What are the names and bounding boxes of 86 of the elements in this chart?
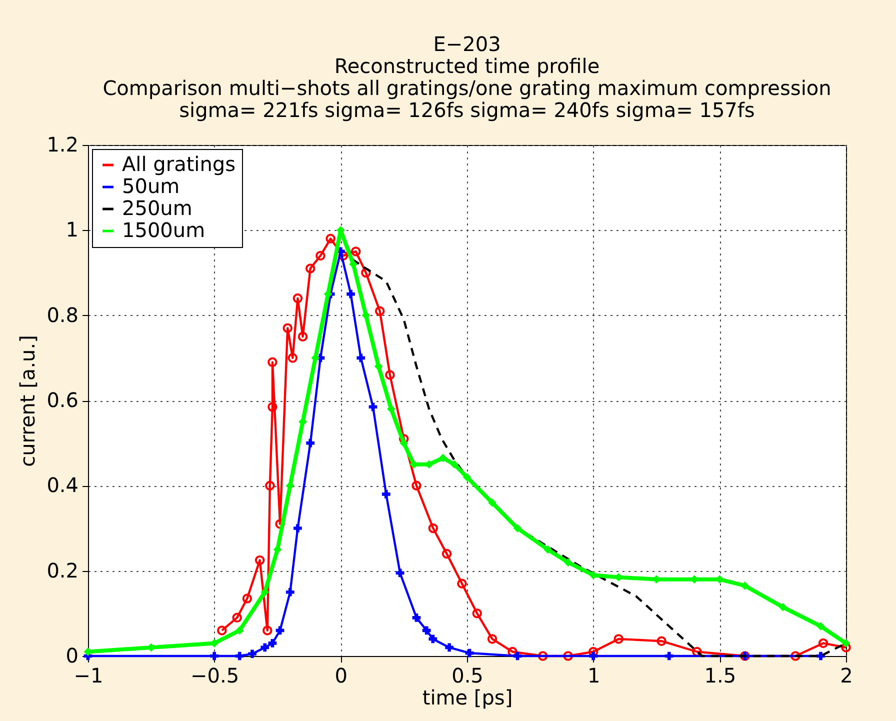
point xyxy=(442,548,452,559)
point xyxy=(260,643,270,652)
point xyxy=(260,588,270,596)
point xyxy=(210,652,219,660)
legend-label: 1500um xyxy=(122,218,206,242)
point xyxy=(778,602,788,612)
point xyxy=(235,652,244,660)
point xyxy=(445,643,454,652)
point xyxy=(262,626,272,636)
legend-label: All gratings xyxy=(122,152,236,176)
point xyxy=(385,370,395,380)
point xyxy=(350,246,361,256)
point xyxy=(564,558,572,566)
point xyxy=(268,639,277,648)
point xyxy=(589,652,598,660)
x-tick-label: 2 xyxy=(840,664,853,688)
point xyxy=(374,306,385,316)
y-tick-label: 0.2 xyxy=(46,558,78,582)
y-tick-label: 0.4 xyxy=(46,473,78,498)
y-tick-label: 0.8 xyxy=(46,302,78,327)
point xyxy=(306,438,315,448)
point xyxy=(275,519,285,529)
point xyxy=(268,402,278,412)
point xyxy=(368,402,378,412)
point xyxy=(563,651,573,661)
point xyxy=(361,268,371,278)
point xyxy=(422,626,431,635)
point xyxy=(842,639,850,648)
x-tick-label: 0.5 xyxy=(452,664,484,688)
point xyxy=(488,498,496,507)
chart-title: E−203 xyxy=(433,32,501,56)
point xyxy=(356,354,366,362)
y-tick-label: 1 xyxy=(66,218,78,242)
chart-subtitle: Reconstructed time profile Comparison multi−shots all gratings/one grating maximum compression sigma= 221fs sigma= 126fs sigma= 240fs sigma= 157fs xyxy=(102,54,832,122)
point xyxy=(428,634,438,644)
point xyxy=(346,290,355,298)
point xyxy=(656,636,666,646)
point xyxy=(265,480,275,491)
legend-label: 250um xyxy=(122,196,192,220)
point xyxy=(790,651,800,661)
point xyxy=(326,234,336,244)
point xyxy=(294,524,302,532)
point xyxy=(248,650,256,658)
point xyxy=(398,434,409,444)
point xyxy=(292,293,303,304)
point xyxy=(664,652,674,660)
point xyxy=(614,634,624,644)
point xyxy=(412,480,422,491)
point xyxy=(316,250,326,261)
point xyxy=(462,472,472,482)
point xyxy=(288,353,298,363)
x-tick-label: 0 xyxy=(334,664,348,688)
point xyxy=(305,264,316,274)
point xyxy=(400,438,408,448)
point xyxy=(513,524,522,532)
point xyxy=(508,646,518,657)
point xyxy=(242,594,252,604)
point xyxy=(538,651,548,661)
point xyxy=(254,555,265,566)
point xyxy=(450,460,459,469)
point xyxy=(282,323,292,333)
point xyxy=(428,523,438,534)
point xyxy=(412,613,421,622)
point xyxy=(818,638,828,648)
y-tick-label: 1.2 xyxy=(46,132,78,156)
point xyxy=(544,545,552,554)
point xyxy=(816,622,825,630)
point xyxy=(298,332,308,342)
point xyxy=(387,404,396,414)
point xyxy=(472,608,482,618)
x-axis-title: time [ps] xyxy=(422,686,513,710)
point xyxy=(382,490,390,498)
point xyxy=(438,454,448,462)
x-tick-label: 1.5 xyxy=(704,664,736,688)
point xyxy=(235,626,244,635)
point xyxy=(457,578,467,588)
x-tick-label: 1 xyxy=(587,664,600,688)
point xyxy=(740,582,750,590)
point xyxy=(286,588,294,596)
y-axis-title: current [a.u.] xyxy=(16,335,40,467)
point xyxy=(487,634,498,644)
point xyxy=(268,357,278,368)
y-tick-label: 0.6 xyxy=(46,388,78,412)
point xyxy=(232,612,242,623)
x-tick-label: −0.5 xyxy=(190,664,240,688)
legend-label: 50um xyxy=(122,174,180,198)
